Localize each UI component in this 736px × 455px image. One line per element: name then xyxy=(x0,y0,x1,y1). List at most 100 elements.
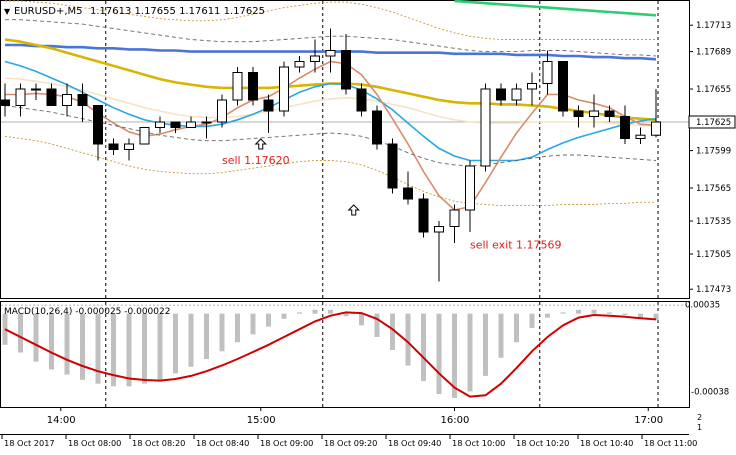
session-label: 15:00 xyxy=(247,415,276,426)
macd-bar xyxy=(653,313,659,321)
macd-bar xyxy=(576,309,581,314)
session-label: 17:00 xyxy=(634,415,663,426)
candle-body xyxy=(155,121,165,128)
macd-bar xyxy=(95,313,101,384)
up-arrow-icon xyxy=(347,204,360,216)
candle xyxy=(0,83,10,117)
candle xyxy=(139,127,150,145)
candle-body xyxy=(496,88,506,101)
candle-body xyxy=(31,88,41,91)
candle-body xyxy=(279,66,289,112)
side-digit-top: 2 xyxy=(697,413,702,422)
candles xyxy=(0,28,661,282)
macd-bar xyxy=(607,312,612,314)
indicator-line-3 xyxy=(4,77,657,128)
candle-body xyxy=(449,209,460,227)
macd-bar xyxy=(49,313,54,370)
macd-bar xyxy=(405,313,411,366)
candle-body xyxy=(372,110,382,145)
candle-body xyxy=(589,110,599,117)
candle-body xyxy=(0,99,10,106)
macd-bar xyxy=(281,313,287,319)
candle-body xyxy=(294,61,305,68)
macd-bar xyxy=(111,313,116,387)
candle-body xyxy=(139,127,150,145)
macd-bar xyxy=(80,313,85,380)
candle-body xyxy=(651,121,661,136)
macd-bar xyxy=(126,313,132,387)
candle xyxy=(496,83,506,106)
time-label: 18 Oct 08:20 xyxy=(132,438,185,448)
symbol-triangle-icon: ▼ xyxy=(4,7,11,16)
candle-body xyxy=(263,99,274,112)
candle xyxy=(15,83,26,117)
macd-bar xyxy=(18,313,23,353)
session-label: 14:00 xyxy=(47,415,76,426)
candle-body xyxy=(124,143,134,150)
candle-body xyxy=(434,226,444,233)
candle xyxy=(310,39,320,73)
candle xyxy=(635,127,646,144)
macd-bar xyxy=(64,313,70,375)
macd-bar xyxy=(467,313,473,392)
candle xyxy=(511,83,522,106)
candle xyxy=(372,105,382,150)
macd-bar xyxy=(312,309,318,314)
macd-bar xyxy=(173,313,178,374)
candle-body xyxy=(248,72,258,101)
candle-body xyxy=(418,198,429,233)
price-tick-label: 1.17505 xyxy=(696,250,731,260)
price-axis: 1.17713 1.17689 1.17655 1.17625 1.17599 1.175… xyxy=(688,21,736,295)
candle xyxy=(542,50,553,95)
candle xyxy=(155,116,165,133)
trade-annotation: sell exit 1.17569 xyxy=(470,239,562,252)
macd-bar xyxy=(638,313,643,318)
candle-body xyxy=(93,105,103,145)
candle xyxy=(480,83,491,172)
price-tick-label: 1.17655 xyxy=(696,85,731,95)
indicator-line-8 xyxy=(5,0,656,40)
candle xyxy=(108,138,119,155)
macd-bar xyxy=(328,309,333,314)
time-label: 18 Oct 2017 xyxy=(4,438,55,448)
candle xyxy=(279,61,289,117)
time-label: 18 Oct 08:40 xyxy=(196,438,249,448)
time-label: 18 Oct 09:00 xyxy=(260,438,313,448)
current-price-label: 1.17625 xyxy=(696,118,731,128)
candle-body xyxy=(201,121,212,124)
macd-bar xyxy=(436,313,442,395)
candle xyxy=(449,204,460,243)
up-arrow-icon xyxy=(254,138,267,150)
candle-body xyxy=(341,50,351,90)
candle-body xyxy=(620,116,630,139)
candle-body xyxy=(356,88,367,112)
time-label: 18 Oct 10:00 xyxy=(452,438,505,448)
candle xyxy=(62,83,72,117)
candle xyxy=(403,171,413,205)
macd-bar xyxy=(343,313,349,317)
chart-title: EURUSD+,M5 xyxy=(14,6,83,17)
candle-body xyxy=(108,143,119,150)
candle-body xyxy=(186,121,196,128)
macd-bar xyxy=(390,313,395,350)
candle-body xyxy=(170,121,181,128)
macd-bar xyxy=(219,313,225,352)
macd-bar xyxy=(157,313,163,380)
macd-bar xyxy=(204,313,209,360)
macd-bar xyxy=(235,313,240,343)
candle-body xyxy=(310,55,320,62)
macd-signal-path xyxy=(4,311,657,398)
candle xyxy=(93,105,103,161)
candle-body xyxy=(217,99,227,123)
macd-bar xyxy=(297,312,302,314)
candle-body xyxy=(77,94,88,106)
candle-body xyxy=(604,110,615,117)
time-axis: 14:00 15:00 16:00 17:00 18 Oct 2017 18 Oct 08… xyxy=(0,407,697,448)
macd-grid xyxy=(1,302,689,407)
trade-annotation: sell 1.17620 xyxy=(222,154,290,167)
time-label: 18 Oct 09:20 xyxy=(324,438,377,448)
candle-body xyxy=(232,72,243,101)
current-price-tag xyxy=(688,115,736,129)
candle xyxy=(46,83,57,106)
macd-bar xyxy=(359,313,364,326)
